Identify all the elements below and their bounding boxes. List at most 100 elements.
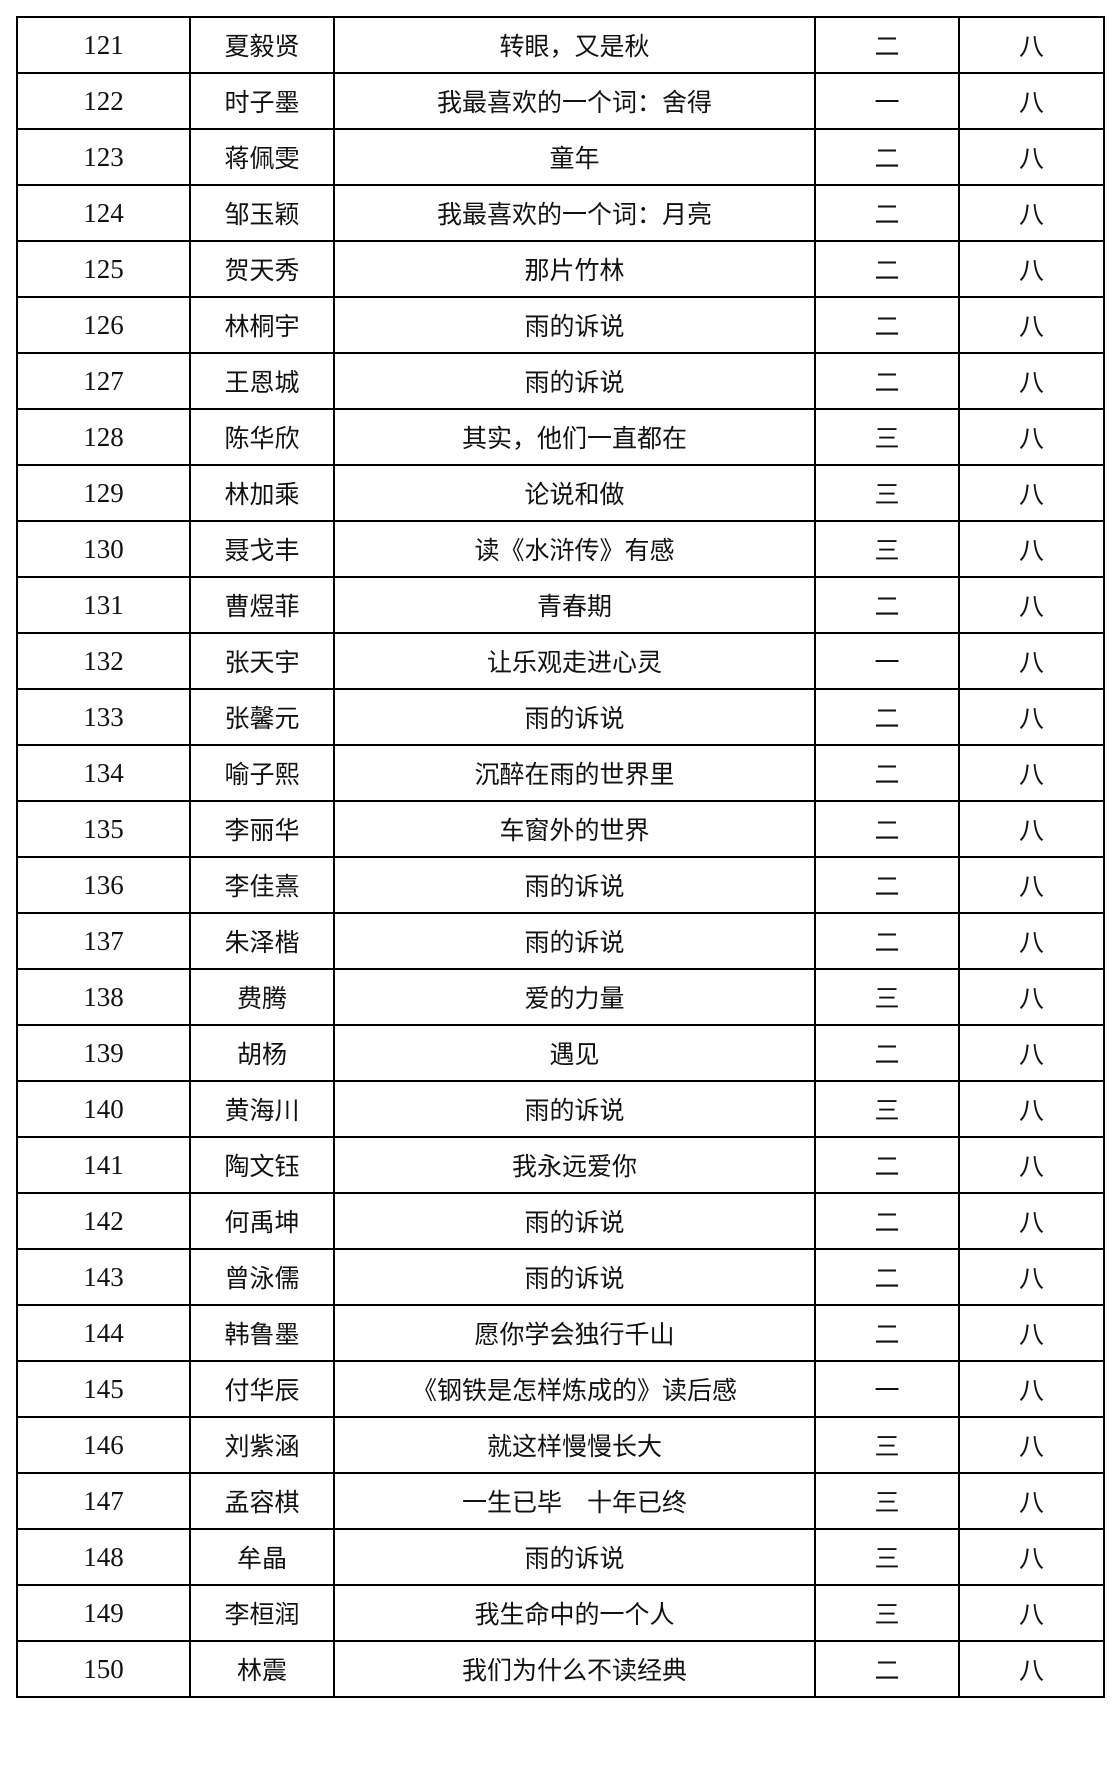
- table-row: 140 黄海川 雨的诉说三八: [16, 1080, 1105, 1138]
- table-row: 129 林加乘 论说和做三八: [16, 464, 1105, 522]
- table-row: 127 王恩城 雨的诉说二八: [16, 352, 1105, 410]
- number-cell: 142: [16, 1192, 191, 1250]
- number-cell: 121: [16, 16, 191, 74]
- essay-title-cell: 我最喜欢的一个词：月亮: [333, 184, 816, 242]
- essay-title-cell: 雨的诉说: [333, 1080, 816, 1138]
- name-cell: 黄海川: [189, 1080, 335, 1138]
- table-row: 126 林桐宇 雨的诉说二八: [16, 296, 1105, 354]
- award-level-cell: 二: [814, 1192, 960, 1250]
- name-cell: 贺天秀: [189, 240, 335, 298]
- name-cell: 曾泳儒: [189, 1248, 335, 1306]
- award-level-cell: 三: [814, 1528, 960, 1586]
- name-cell: 夏毅贤: [189, 16, 335, 74]
- award-level-cell: 三: [814, 968, 960, 1026]
- number-cell: 126: [16, 296, 191, 354]
- number-cell: 133: [16, 688, 191, 746]
- essay-title-cell: 雨的诉说: [333, 912, 816, 970]
- award-level-cell: 二: [814, 352, 960, 410]
- grade-cell: 八: [958, 184, 1105, 242]
- essay-title-cell: 车窗外的世界: [333, 800, 816, 858]
- table-row: 125 贺天秀 那片竹林二八: [16, 240, 1105, 298]
- grade-cell: 八: [958, 1248, 1105, 1306]
- grade-cell: 八: [958, 1136, 1105, 1194]
- table-row: 134 喻子熙 沉醉在雨的世界里二八: [16, 744, 1105, 802]
- grade-cell: 八: [958, 240, 1105, 298]
- essay-title-cell: 其实，他们一直都在: [333, 408, 816, 466]
- essay-title-cell: 爱的力量: [333, 968, 816, 1026]
- essay-title-cell: 雨的诉说: [333, 1248, 816, 1306]
- number-cell: 127: [16, 352, 191, 410]
- name-cell: 陶文钰: [189, 1136, 335, 1194]
- number-cell: 144: [16, 1304, 191, 1362]
- number-cell: 148: [16, 1528, 191, 1586]
- award-level-cell: 一: [814, 72, 960, 130]
- table-row: 133 张馨元 雨的诉说二八: [16, 688, 1105, 746]
- essay-title-cell: 《钢铁是怎样炼成的》读后感: [333, 1360, 816, 1418]
- number-cell: 132: [16, 632, 191, 690]
- table-body: 121 夏毅贤 转眼，又是秋二八 122 时子墨 我最喜欢的一个词：舍得一八 123 蒋佩雯童…: [16, 16, 1105, 1698]
- table-row: 141 陶文钰 我永远爱你二八: [16, 1136, 1105, 1194]
- award-level-cell: 二: [814, 128, 960, 186]
- essay-title-cell: 我永远爱你: [333, 1136, 816, 1194]
- table-row: 131 曹煜菲 青春期二八: [16, 576, 1105, 634]
- grade-cell: 八: [958, 1080, 1105, 1138]
- table-row: 123 蒋佩雯 童年二八: [16, 128, 1105, 186]
- table-row: 136 李佳熹 雨的诉说二八: [16, 856, 1105, 914]
- number-cell: 135: [16, 800, 191, 858]
- award-level-cell: 三: [814, 1584, 960, 1642]
- award-level-cell: 二: [814, 16, 960, 74]
- grade-cell: 八: [958, 632, 1105, 690]
- award-level-cell: 二: [814, 296, 960, 354]
- essay-title-cell: 雨的诉说: [333, 688, 816, 746]
- table-row: 142 何禹坤 雨的诉说二八: [16, 1192, 1105, 1250]
- awards-table: 121 夏毅贤 转眼，又是秋二八 122 时子墨 我最喜欢的一个词：舍得一八 123 蒋佩雯童…: [16, 16, 1105, 1698]
- essay-title-cell: 遇见: [333, 1024, 816, 1082]
- essay-title-cell: 沉醉在雨的世界里: [333, 744, 816, 802]
- award-level-cell: 二: [814, 1136, 960, 1194]
- number-cell: 139: [16, 1024, 191, 1082]
- name-cell: 刘紫涵: [189, 1416, 335, 1474]
- award-level-cell: 二: [814, 1304, 960, 1362]
- grade-cell: 八: [958, 128, 1105, 186]
- name-cell: 付华辰: [189, 1360, 335, 1418]
- grade-cell: 八: [958, 72, 1105, 130]
- award-level-cell: 二: [814, 184, 960, 242]
- table-row: 121 夏毅贤 转眼，又是秋二八: [16, 16, 1105, 74]
- number-cell: 147: [16, 1472, 191, 1530]
- name-cell: 费腾: [189, 968, 335, 1026]
- name-cell: 何禹坤: [189, 1192, 335, 1250]
- award-level-cell: 二: [814, 576, 960, 634]
- number-cell: 123: [16, 128, 191, 186]
- name-cell: 李丽华: [189, 800, 335, 858]
- name-cell: 邹玉颖: [189, 184, 335, 242]
- table-row: 150 林震 我们为什么不读经典二八: [16, 1640, 1105, 1698]
- name-cell: 林桐宇: [189, 296, 335, 354]
- name-cell: 胡杨: [189, 1024, 335, 1082]
- award-level-cell: 三: [814, 1416, 960, 1474]
- essay-title-cell: 愿你学会独行千山: [333, 1304, 816, 1362]
- grade-cell: 八: [958, 968, 1105, 1026]
- name-cell: 李佳熹: [189, 856, 335, 914]
- grade-cell: 八: [958, 912, 1105, 970]
- grade-cell: 八: [958, 856, 1105, 914]
- essay-title-cell: 雨的诉说: [333, 856, 816, 914]
- name-cell: 聂戈丰: [189, 520, 335, 578]
- number-cell: 134: [16, 744, 191, 802]
- grade-cell: 八: [958, 1192, 1105, 1250]
- grade-cell: 八: [958, 1472, 1105, 1530]
- essay-title-cell: 读《水浒传》有感: [333, 520, 816, 578]
- grade-cell: 八: [958, 1304, 1105, 1362]
- number-cell: 141: [16, 1136, 191, 1194]
- number-cell: 122: [16, 72, 191, 130]
- name-cell: 朱泽楷: [189, 912, 335, 970]
- award-level-cell: 一: [814, 632, 960, 690]
- grade-cell: 八: [958, 576, 1105, 634]
- essay-title-cell: 转眼，又是秋: [333, 16, 816, 74]
- name-cell: 林震: [189, 1640, 335, 1698]
- table-row: 149 李桓润 我生命中的一个人三八: [16, 1584, 1105, 1642]
- essay-title-cell: 我生命中的一个人: [333, 1584, 816, 1642]
- name-cell: 蒋佩雯: [189, 128, 335, 186]
- name-cell: 牟晶: [189, 1528, 335, 1586]
- award-level-cell: 二: [814, 744, 960, 802]
- award-level-cell: 二: [814, 856, 960, 914]
